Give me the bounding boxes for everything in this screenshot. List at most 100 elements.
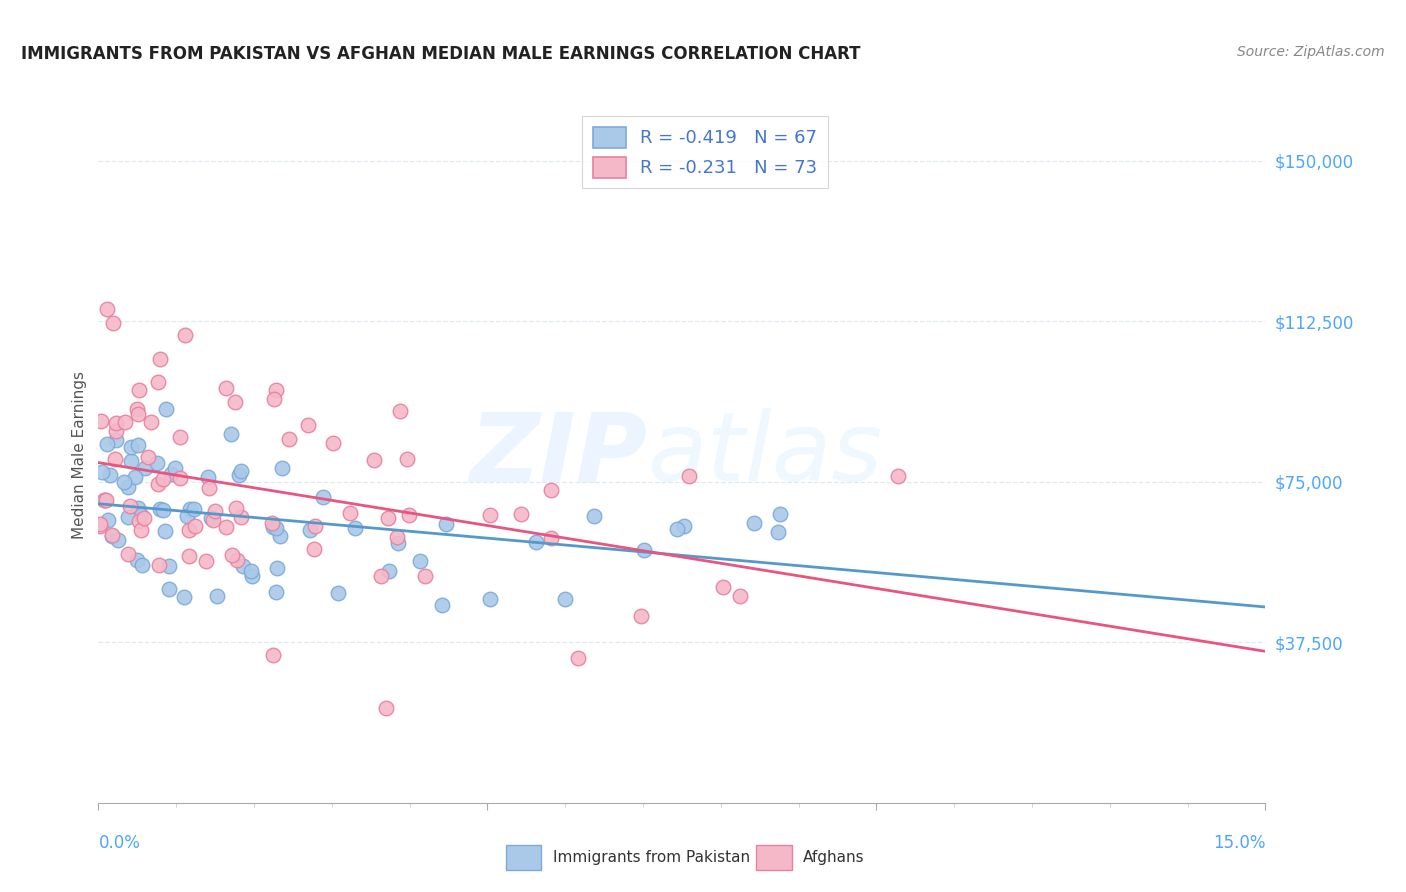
Point [214, 520, 236, 534]
Point [322, 435, 344, 450]
Point [264, 383, 287, 397]
Point [139, 415, 162, 429]
Point [136, 450, 159, 465]
Point [377, 510, 399, 524]
Text: Immigrants from Pakistan: Immigrants from Pakistan [553, 850, 749, 864]
Point [221, 427, 243, 442]
Point [326, 586, 349, 600]
Y-axis label: Median Male Earnings: Median Male Earnings [72, 371, 87, 539]
Point [127, 501, 149, 516]
Point [567, 650, 589, 665]
Point [114, 415, 136, 429]
Point [146, 375, 169, 389]
Point [769, 507, 792, 521]
Point [766, 525, 789, 540]
Text: ZIP: ZIP [470, 409, 647, 501]
Point [176, 508, 198, 523]
Point [202, 513, 225, 527]
Point [479, 508, 502, 522]
Point [127, 553, 149, 567]
Point [263, 392, 285, 407]
Point [262, 520, 284, 534]
Text: IMMIGRANTS FROM PAKISTAN VS AFGHAN MEDIAN MALE EARNINGS CORRELATION CHART: IMMIGRANTS FROM PAKISTAN VS AFGHAN MEDIA… [21, 45, 860, 62]
Point [434, 517, 457, 532]
Point [129, 508, 152, 523]
Point [665, 522, 688, 536]
Point [672, 519, 695, 533]
Text: 0.0%: 0.0% [98, 834, 141, 852]
Point [478, 592, 501, 607]
Point [179, 524, 201, 538]
Point [128, 514, 150, 528]
Point [387, 536, 409, 550]
Text: 15.0%: 15.0% [1213, 834, 1265, 852]
Point [96, 437, 118, 451]
Point [94, 493, 117, 508]
Point [388, 403, 411, 417]
Point [395, 452, 418, 467]
Point [155, 401, 177, 416]
Point [298, 523, 321, 537]
Point [231, 464, 253, 478]
Legend: R = -0.419   N = 67, R = -0.231   N = 73: R = -0.419 N = 67, R = -0.231 N = 73 [582, 116, 828, 188]
Point [886, 469, 908, 483]
Point [205, 589, 228, 603]
Point [124, 470, 146, 484]
Point [262, 648, 284, 662]
Point [157, 559, 180, 574]
Point [510, 507, 533, 521]
Point [266, 561, 288, 575]
Point [163, 461, 186, 475]
Point [90, 414, 112, 428]
Text: atlas: atlas [647, 409, 882, 501]
Point [152, 502, 174, 516]
Point [363, 453, 385, 467]
Point [343, 521, 366, 535]
Point [145, 456, 167, 470]
Point [583, 508, 606, 523]
Point [271, 460, 294, 475]
Point [183, 502, 205, 516]
Point [430, 598, 453, 612]
Point [118, 500, 141, 514]
Point [179, 502, 201, 516]
Point [117, 509, 139, 524]
Point [413, 568, 436, 582]
Point [225, 500, 247, 515]
Point [149, 501, 172, 516]
Point [540, 483, 562, 498]
Point [134, 461, 156, 475]
Point [89, 517, 111, 532]
Point [104, 424, 127, 438]
Point [117, 480, 139, 494]
Point [728, 590, 751, 604]
Point [160, 467, 183, 481]
Point [197, 470, 219, 484]
Point [311, 491, 333, 505]
Point [129, 523, 152, 537]
Point [173, 327, 195, 342]
Point [339, 506, 361, 520]
Point [264, 584, 287, 599]
Point [155, 524, 177, 538]
Point [232, 558, 254, 573]
Point [409, 554, 432, 568]
Point [101, 316, 124, 330]
Point [104, 416, 127, 430]
Point [94, 493, 117, 508]
Point [228, 468, 250, 483]
Point [134, 511, 156, 525]
Point [100, 529, 122, 543]
Point [149, 352, 172, 367]
Point [101, 527, 124, 541]
Point [146, 477, 169, 491]
Point [98, 468, 121, 483]
Point [398, 508, 420, 522]
Point [97, 513, 120, 527]
Point [370, 569, 392, 583]
Point [630, 609, 652, 624]
Point [231, 509, 253, 524]
Point [105, 433, 128, 447]
Point [297, 417, 319, 432]
Point [260, 516, 283, 530]
